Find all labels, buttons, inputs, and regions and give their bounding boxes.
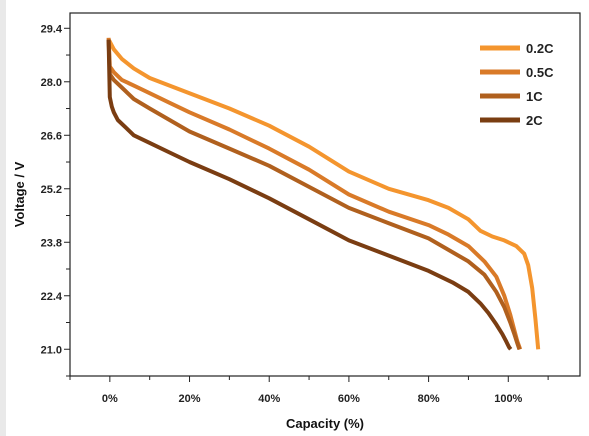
series-line-0-2C: [106, 38, 541, 350]
series-lines: [106, 37, 541, 351]
y-tick-label: 26.6: [41, 130, 62, 142]
plot-frame: [69, 12, 581, 377]
series-line-2C: [106, 39, 513, 351]
series-line-0-5C: [106, 37, 523, 350]
x-tick-label: 60%: [338, 393, 360, 405]
legend-label: 0.2C: [526, 41, 554, 56]
series-line-1C: [106, 39, 522, 350]
x-axis-title: Capacity (%): [286, 416, 364, 431]
y-tick-label: 21.0: [41, 344, 62, 356]
x-tick-label: 80%: [418, 393, 440, 405]
legend-label: 1C: [526, 89, 543, 104]
y-tick-label: 28.0: [41, 77, 62, 89]
x-tick-label: 20%: [179, 393, 201, 405]
y-tick-label: 23.8: [41, 237, 62, 249]
legend-label: 2C: [526, 113, 543, 128]
y-axis-title: Voltage / V: [12, 161, 27, 227]
x-tick-label: 0%: [102, 393, 118, 405]
legend-label: 0.5C: [526, 65, 554, 80]
x-tick-label: 40%: [258, 393, 280, 405]
x-tick-label: 100%: [494, 393, 522, 405]
axes: 0% 20% 40% 60% 80% 100% 21.0 22.4 23.8 25.2 26.6 28…: [41, 12, 581, 405]
left-edge-bar: [0, 0, 6, 436]
y-tick-label: 25.2: [41, 184, 62, 196]
legend: 0.2C 0.5C 1C 2C: [480, 41, 554, 128]
y-tick-label: 29.4: [41, 23, 63, 35]
y-tick-label: 22.4: [41, 291, 63, 303]
